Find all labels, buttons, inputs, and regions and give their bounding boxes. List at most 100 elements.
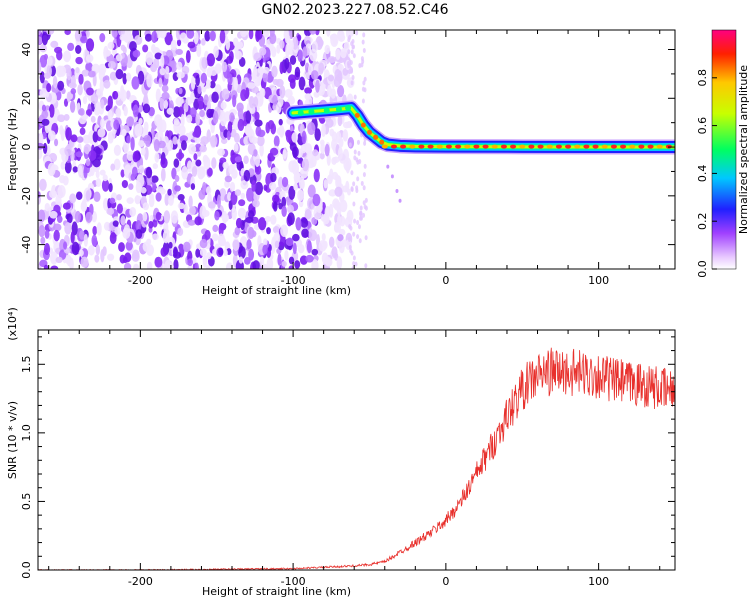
noise-blob — [338, 228, 346, 236]
noise-blob — [160, 54, 165, 69]
noise-blob — [325, 257, 333, 267]
noise-blob — [346, 121, 353, 129]
noise-blob — [159, 97, 165, 111]
noise-blob — [199, 109, 205, 118]
noise-blob — [301, 130, 307, 145]
noise-blob — [112, 220, 119, 227]
ridge-hotspot — [473, 144, 480, 149]
noise-blob — [310, 155, 317, 168]
noise-blob — [53, 223, 62, 232]
noise-blob — [174, 185, 181, 192]
ridge-hotspot — [565, 144, 572, 149]
noise-blob — [247, 82, 256, 89]
x-tick-label: 0 — [442, 274, 449, 287]
ridge-hotspot — [354, 112, 360, 118]
noise-blob — [251, 180, 257, 192]
noise-blob — [56, 65, 64, 78]
noise-blob — [197, 85, 202, 95]
noise-blob — [121, 179, 129, 189]
noise-blob — [318, 62, 325, 73]
noise-blob — [168, 195, 174, 206]
noise-blob — [180, 113, 185, 128]
noise-blob — [218, 239, 227, 247]
noise-blob — [66, 213, 73, 224]
noise-blob — [331, 131, 338, 142]
noise-blob — [93, 191, 101, 202]
noise-blob — [179, 135, 189, 142]
noise-blob — [173, 258, 179, 269]
ridge-hotspot — [519, 144, 526, 149]
noise-blob — [239, 30, 248, 38]
noise-blob — [335, 48, 341, 60]
noise-blob — [212, 224, 219, 233]
noise-blob — [331, 171, 339, 180]
noise-blob — [272, 78, 280, 86]
noise-blob — [353, 94, 357, 100]
noise-blob — [191, 166, 198, 177]
ridge-hotspot — [647, 144, 654, 149]
noise-blob — [337, 147, 343, 160]
ridge-hotspot — [656, 144, 663, 149]
noise-blob — [52, 75, 58, 89]
noise-blob — [273, 232, 281, 245]
noise-blob — [69, 100, 76, 113]
noise-blob — [115, 107, 122, 118]
figure-title: GN02.2023.227.08.52.C46 — [262, 2, 449, 18]
noise-blob — [307, 122, 316, 136]
noise-blob — [47, 56, 53, 66]
noise-blob — [352, 255, 356, 261]
noise-blob — [221, 88, 230, 100]
noise-blob — [78, 116, 87, 125]
noise-blob — [56, 50, 63, 61]
noise-blob — [304, 87, 313, 95]
noise-blob — [284, 250, 289, 261]
noise-blob — [363, 204, 367, 210]
x-tick-label: -100 — [281, 575, 306, 588]
colorbar-tick-label: 0.2 — [696, 212, 709, 230]
noise-blob — [158, 77, 163, 88]
noise-blob — [188, 143, 197, 155]
noise-blob — [98, 63, 107, 75]
noise-blob — [355, 30, 359, 36]
noise-blob — [155, 192, 162, 202]
noise-blob — [85, 159, 91, 167]
noise-blob — [231, 168, 238, 179]
noise-blob — [95, 244, 101, 256]
noise-blob — [75, 191, 83, 200]
noise-blob — [249, 95, 255, 109]
noise-blob — [95, 178, 102, 187]
noise-blob — [294, 66, 301, 78]
noise-blob — [206, 264, 211, 269]
noise-blob — [356, 139, 360, 145]
noise-blob — [363, 163, 367, 169]
ridge-hotspot — [482, 144, 489, 149]
noise-blob — [132, 249, 140, 259]
noise-blob — [234, 226, 241, 236]
noise-blob — [262, 72, 269, 83]
noise-blob — [190, 76, 196, 91]
noise-blob — [347, 236, 351, 242]
noise-blob — [214, 210, 220, 221]
noise-blob — [201, 38, 206, 46]
noise-blob — [272, 194, 280, 203]
noise-blob — [57, 114, 66, 123]
noise-blob — [331, 156, 337, 165]
noise-blob — [153, 138, 160, 152]
noise-blob — [119, 34, 126, 41]
noise-blob — [175, 48, 184, 56]
noise-blob — [204, 229, 211, 240]
colorbar-tick-label: 0.4 — [696, 165, 709, 183]
noise-blob — [345, 160, 350, 174]
noise-blob — [78, 73, 84, 85]
ridge-hotspot — [308, 108, 315, 115]
noise-blob — [135, 229, 143, 239]
noise-blob — [313, 206, 322, 220]
noise-blob — [187, 219, 196, 226]
noise-blob — [155, 88, 161, 103]
noise-blob — [38, 209, 46, 223]
noise-blob — [126, 116, 135, 127]
noise-blob — [321, 233, 326, 241]
noise-blob — [271, 46, 277, 58]
noise-blob — [69, 257, 74, 269]
